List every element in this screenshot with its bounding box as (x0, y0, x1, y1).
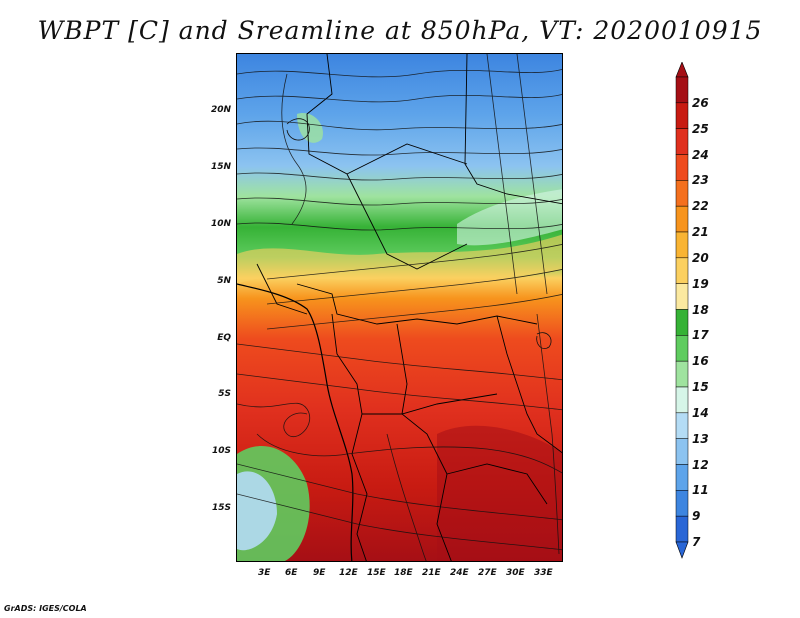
colorbar-label: 17 (692, 328, 709, 343)
lat-label-5n: 5N (217, 276, 231, 286)
colorbar-swatch (675, 154, 689, 181)
lon-label-30e: 30E (506, 568, 525, 578)
colorbar-label: 15 (692, 380, 709, 394)
lon-label-3e: 3E (258, 568, 271, 578)
colorbar-label: 9 (692, 509, 701, 524)
colorbar-swatch (675, 438, 689, 465)
colorbar-swatch (675, 335, 689, 362)
colorbar-swatch (675, 257, 689, 284)
lon-label-12e: 12E (339, 568, 358, 578)
colorbar-label: 25 (692, 121, 709, 136)
colorbar-swatch (675, 231, 689, 259)
colorbar-label: 19 (692, 276, 709, 291)
colorbar-label: 7 (692, 535, 701, 549)
credit-text: GrADS: IGES/COLA (4, 604, 87, 613)
colorbar-label: 12 (692, 457, 709, 472)
colorbar-label: 18 (692, 302, 709, 317)
map-title: WBPT [C] and Sreamline at 850hPa, VT: 20… (37, 16, 763, 45)
lon-label-6e: 6E (285, 568, 298, 578)
vortex-east (536, 332, 552, 349)
colorbar-swatch (675, 102, 689, 129)
map-canvas (237, 54, 562, 561)
wbpt-streamline-map (236, 53, 563, 562)
colorbar-swatch (675, 464, 689, 491)
lat-label-10n: 10N (210, 219, 231, 229)
streamlines (237, 54, 562, 561)
colorbar-swatch (675, 490, 689, 517)
lon-label-9e: 9E (313, 568, 326, 578)
colorbar-label: 24 (692, 147, 709, 162)
colorbar-label: 14 (692, 405, 709, 420)
colorbar (670, 61, 700, 562)
colorbar-swatch (675, 128, 689, 155)
colorbar-swatch (675, 76, 689, 104)
mild-band (237, 234, 562, 284)
coastline (237, 283, 354, 561)
colorbar-swatch (675, 515, 689, 543)
lat-label-10s: 10S (211, 446, 231, 456)
colorbar-label: 22 (692, 199, 709, 214)
colorbar-swatch (675, 180, 689, 207)
colorbar-bottom-arrow (675, 541, 689, 559)
colorbar-top-arrow (675, 61, 689, 78)
lon-label-18e: 18E (394, 568, 413, 578)
colorbar-swatch (675, 283, 689, 310)
colorbar-swatches (675, 61, 689, 559)
lon-label-27e: 27E (478, 568, 497, 578)
vortex-north (286, 118, 310, 141)
colorbar-label: 13 (692, 431, 709, 446)
lon-label-15e: 15E (367, 568, 386, 578)
colorbar-label: 26 (692, 95, 709, 110)
colorbar-swatch (675, 412, 689, 439)
lat-label-20n: 20N (210, 105, 231, 115)
lat-label-5s: 5S (218, 389, 231, 399)
colorbar-swatch (675, 309, 689, 336)
colorbar-swatch (675, 205, 689, 233)
colorbar-label: 20 (692, 250, 709, 265)
lat-label-15s: 15S (211, 503, 231, 513)
lon-label-33e: 33E (534, 568, 553, 578)
lon-label-21e: 21E (422, 568, 441, 578)
colorbar-swatch (675, 360, 689, 388)
colorbar-label: 23 (692, 173, 709, 188)
cold-patch-southwest (237, 471, 277, 551)
colorbar-label: 21 (692, 225, 709, 239)
lat-label-eq: EQ (217, 333, 231, 343)
very-hot-southeast (437, 425, 562, 561)
colorbar-swatch (675, 386, 689, 414)
lon-label-24e: 24E (450, 568, 469, 578)
green-patch-north (297, 113, 323, 143)
lat-label-15n: 15N (210, 162, 231, 172)
colorbar-label: 16 (692, 354, 709, 369)
colorbar-label: 11 (692, 483, 709, 498)
